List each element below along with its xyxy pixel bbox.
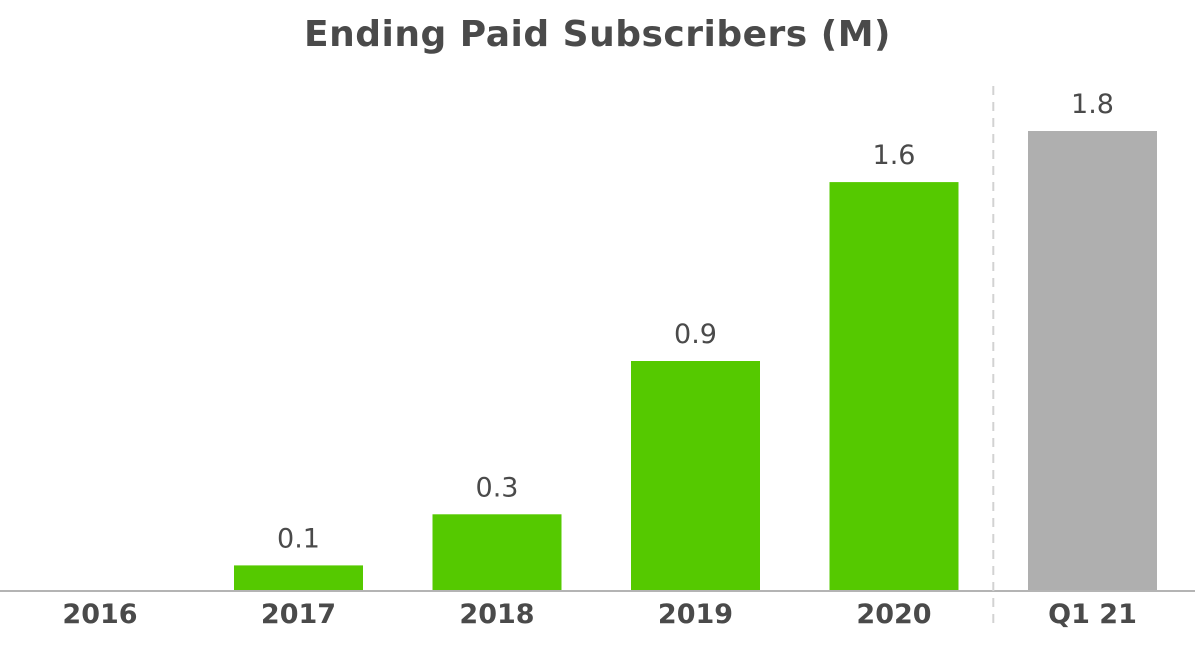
x-tick-label-2: 2018 <box>459 599 534 630</box>
bar-1 <box>234 565 363 591</box>
data-label-4: 1.6 <box>873 140 916 171</box>
data-label-1: 0.1 <box>277 523 320 554</box>
x-tick-label-0: 2016 <box>62 599 137 630</box>
data-label-5: 1.8 <box>1071 89 1114 120</box>
bar-2 <box>432 514 562 591</box>
x-tick-label-3: 2019 <box>658 599 733 630</box>
x-tick-label-1: 2017 <box>261 599 336 630</box>
chart-title: Ending Paid Subscribers (M) <box>304 14 891 55</box>
data-label-2: 0.3 <box>476 472 519 503</box>
bar-4 <box>829 182 959 591</box>
x-tick-label-4: 2020 <box>856 599 931 630</box>
data-label-3: 0.9 <box>674 319 717 350</box>
x-tick-label-5: Q1 21 <box>1048 599 1137 630</box>
bar-5 <box>1028 131 1157 591</box>
bar-3 <box>631 361 760 591</box>
